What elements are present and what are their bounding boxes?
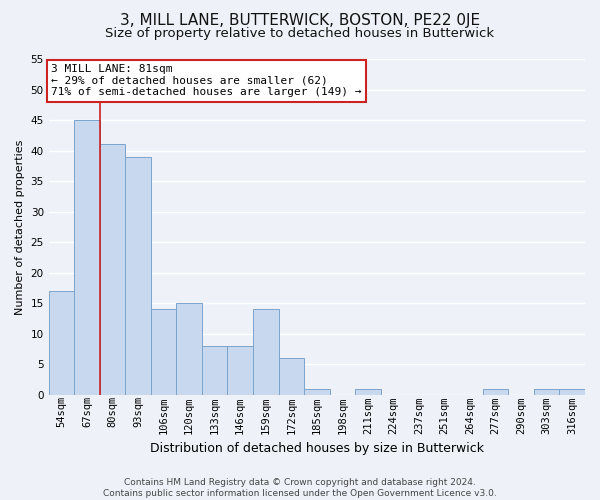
Y-axis label: Number of detached properties: Number of detached properties [15,139,25,314]
Bar [125,156,151,395]
Bar [74,120,100,395]
Bar [100,144,125,395]
Bar [483,388,508,395]
Bar [176,303,202,395]
Text: 3, MILL LANE, BUTTERWICK, BOSTON, PE22 0JE: 3, MILL LANE, BUTTERWICK, BOSTON, PE22 0… [120,12,480,28]
Bar [559,388,585,395]
X-axis label: Distribution of detached houses by size in Butterwick: Distribution of detached houses by size … [150,442,484,455]
Text: Size of property relative to detached houses in Butterwick: Size of property relative to detached ho… [106,28,494,40]
Bar [534,388,559,395]
Bar [355,388,380,395]
Bar [253,310,278,395]
Bar [151,310,176,395]
Text: Contains HM Land Registry data © Crown copyright and database right 2024.
Contai: Contains HM Land Registry data © Crown c… [103,478,497,498]
Bar [202,346,227,395]
Bar [49,291,74,395]
Bar [304,388,329,395]
Text: 3 MILL LANE: 81sqm
← 29% of detached houses are smaller (62)
71% of semi-detache: 3 MILL LANE: 81sqm ← 29% of detached hou… [52,64,362,97]
Bar [227,346,253,395]
Bar [278,358,304,395]
